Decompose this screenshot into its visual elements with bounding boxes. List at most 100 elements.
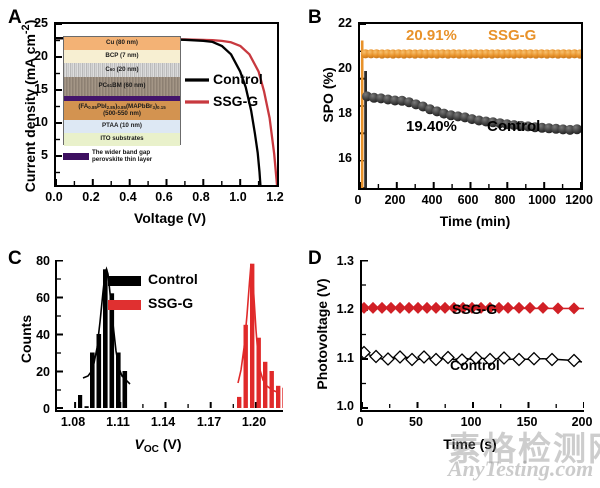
panel-b-xtick-200: 200 — [384, 193, 406, 207]
stack-layer-bcp: BCP (7 nm) — [64, 50, 180, 63]
panel-a-x-axis-title: Voltage (V) — [133, 210, 207, 226]
stack-layer-ito-label: ITO substrates — [100, 135, 144, 143]
panel-c-ytick-20: 20 — [36, 365, 50, 379]
panel-a-xtick-4: 0.8 — [192, 190, 210, 204]
panel-c-xtick-111: 1.11 — [106, 415, 130, 429]
panel-d: D Photovoltage (V) 1.3 1.2 1.1 1.0 — [300, 244, 600, 488]
panel-d-series — [362, 260, 584, 409]
panel-a-xtick-3: 0.6 — [155, 190, 173, 204]
panel-a-ytick-10: 10 — [34, 115, 48, 129]
stack-layer-cu-label: Cu (80 nm) — [106, 39, 138, 47]
panel-b-xtick-400: 400 — [421, 193, 443, 207]
panel-b-xtick-1000: 1000 — [528, 193, 556, 207]
stack-layer-cu: Cu (80 nm) — [64, 37, 180, 50]
panel-b-y-axis-title: SPO (%) — [320, 67, 336, 123]
panel-b-ytick-22: 22 — [338, 16, 352, 30]
stack-layer-perovskite-formula: (FA0.85PbI2.85)0.85(MAPbBr3)0.15 — [78, 102, 166, 111]
panel-c-x-axis-subscript: OC — [143, 443, 159, 455]
panel-d-annotation-ssgg: SSG-G — [452, 301, 498, 317]
panel-b-series-control — [362, 91, 581, 135]
stack-layer-pcbm: PC 61 BM (60 nm) — [64, 77, 180, 96]
stack-layer-c60: C 60 (20 nm) — [64, 63, 180, 77]
panel-b-ytick-18: 18 — [338, 106, 352, 120]
panel-d-xtick-100: 100 — [460, 415, 482, 429]
panel-c-xtick-117: 1.17 — [196, 415, 222, 429]
panel-d-ytick-13: 1.3 — [336, 254, 354, 268]
device-stack-inset: Cu (80 nm) BCP (7 nm) C 60 (20 nm) PC 61 BM… — [63, 36, 181, 146]
panel-b-annotation-label-control: Control — [487, 118, 541, 135]
wide-bandgap-swatch — [63, 153, 89, 161]
panel-c-legend-ssgg-label: SSG-G — [148, 295, 194, 311]
panel-c-ytick-60: 60 — [36, 291, 50, 305]
panel-b-xtick-600: 600 — [457, 193, 479, 207]
panel-c-bars-control — [78, 269, 128, 408]
panel-b: B SPO (%) 22 20 18 16 — [300, 0, 600, 244]
stack-layer-bcp-label: BCP (7 nm) — [105, 52, 139, 60]
panel-c: C Counts 80 60 40 20 0 — [0, 244, 300, 488]
panel-a-xtick-5: 1.0 — [229, 190, 247, 204]
panel-b-xtick-0: 0 — [354, 193, 362, 207]
panel-a-xtick-1: 0.2 — [82, 190, 100, 204]
panel-a-xtick-2: 0.4 — [119, 190, 137, 204]
panel-d-series-control — [362, 345, 581, 368]
panel-a-ytick-20: 20 — [34, 49, 48, 63]
panel-d-xtick-200: 200 — [571, 415, 593, 429]
stack-layer-ito: ITO substrates — [64, 133, 180, 146]
stack-layer-perovskite-thickness: (500-550 nm) — [103, 109, 141, 117]
panel-c-letter: C — [8, 248, 22, 269]
panel-a-legend-control-swatch — [185, 78, 209, 82]
panel-d-ytick-11: 1.1 — [336, 351, 354, 365]
stack-layer-perovskite: (FA0.85PbI2.85)0.85(MAPbBr3)0.15 (500-55… — [64, 101, 180, 120]
device-stack-note: The wider band gap perovskite thin layer — [63, 149, 153, 164]
panel-d-xtick-150: 150 — [516, 415, 538, 429]
panel-a-ytick-5: 5 — [41, 148, 48, 162]
panel-c-xtick-114: 1.14 — [150, 415, 176, 429]
panel-c-histogram — [57, 260, 283, 409]
panel-d-plot-area — [360, 260, 584, 412]
stack-layer-wide-bandgap — [64, 96, 180, 101]
panel-d-y-axis-title: Photovoltage (V) — [314, 278, 330, 390]
panel-c-xtick-108: 1.08 — [60, 415, 86, 429]
panel-b-ytick-20: 20 — [338, 61, 352, 75]
panel-b-annotation-spo-control: 19.40% — [406, 118, 457, 135]
panel-b-xtick-800: 800 — [494, 193, 516, 207]
panel-b-letter: B — [308, 7, 322, 28]
panel-c-legend-ssgg-swatch — [108, 300, 141, 310]
panel-b-xtick-1200: 1200 — [565, 193, 593, 207]
panel-d-xtick-0: 0 — [356, 415, 364, 429]
stack-layer-ptaa-label: PTAA (10 nm) — [102, 122, 142, 130]
panel-c-ytick-0: 0 — [43, 402, 50, 416]
wide-bandgap-note-text: The wider band gap perovskite thin layer — [92, 149, 153, 163]
panel-b-annotation-label-ssgg: SSG-G — [488, 27, 537, 44]
panel-a: A Current density (mA cm-2) 25 20 15 10 … — [0, 0, 300, 244]
panel-a-ytick-15: 15 — [34, 82, 48, 96]
panel-c-ytick-80: 80 — [36, 254, 50, 268]
panel-b-plot-area — [358, 22, 583, 190]
panel-d-x-axis-title: Time (s) — [443, 436, 497, 452]
panel-a-xtick-0: 0.0 — [45, 190, 63, 204]
panel-a-letter: A — [8, 7, 22, 28]
panel-d-xtick-50: 50 — [409, 415, 423, 429]
panel-c-bars-ssgg — [237, 263, 283, 408]
panel-c-plot-area — [55, 260, 283, 412]
stack-layer-ptaa: PTAA (10 nm) — [64, 120, 180, 133]
panel-b-series-ssgg — [360, 49, 581, 59]
panel-a-legend-ssgg-label: SSG-G — [213, 93, 259, 109]
panel-c-ytick-40: 40 — [36, 328, 50, 342]
panel-c-x-axis-unit: (V) — [158, 436, 182, 452]
panel-a-ytick-25: 25 — [34, 16, 48, 30]
panel-d-series-ssgg — [362, 301, 580, 315]
panel-b-ytick-16: 16 — [338, 151, 352, 165]
panel-c-xtick-120: 1.20 — [241, 415, 267, 429]
panel-d-ytick-10: 1.0 — [336, 399, 354, 413]
panel-a-legend-control-label: Control — [213, 71, 263, 87]
panel-a-legend-ssgg-swatch — [185, 100, 209, 104]
panel-b-x-axis-title: Time (min) — [439, 213, 511, 229]
panel-d-letter: D — [308, 248, 322, 269]
panel-c-legend-control-swatch — [108, 276, 141, 286]
panel-a-y-axis-title: Current density (mA cm-2) — [20, 19, 38, 193]
panel-c-x-axis-title: VOC (V) — [113, 436, 203, 455]
panel-c-x-axis-symbol: V — [134, 436, 144, 452]
panel-b-scatter — [360, 24, 581, 188]
